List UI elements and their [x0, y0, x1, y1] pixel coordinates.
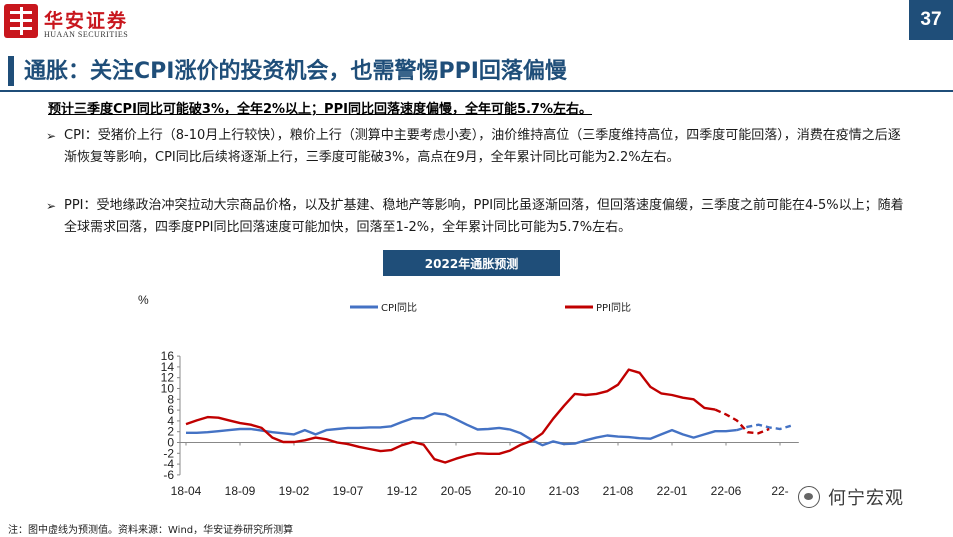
- y-tick-label: -6: [163, 468, 174, 482]
- y-tick-label: 10: [161, 382, 175, 396]
- x-tick-label: 21-08: [603, 484, 634, 498]
- bullet-ppi: ➢ PPI：受地缘政治冲突拉动大宗商品价格，以及扩基建、稳地产等影响，PPI同比…: [46, 195, 904, 239]
- logo-emblem-icon: [4, 4, 38, 38]
- x-tick-label: 20-10: [495, 484, 526, 498]
- page-number: 37: [909, 0, 953, 40]
- x-axis: 18-04 18-09 19-02 19-07 19-12 20-05 20-10 21-03…: [171, 442, 789, 498]
- title-divider: [0, 90, 953, 92]
- x-tick-label: 19-07: [333, 484, 364, 498]
- y-tick-label: 14: [161, 360, 175, 374]
- x-tick-label: 22-: [771, 484, 788, 498]
- company-logo: 华安证券 HUAAN SECURITIES: [4, 4, 164, 42]
- bullet-text: PPI：受地缘政治冲突拉动大宗商品价格，以及扩基建、稳地产等影响，PPI同比虽逐…: [64, 198, 904, 235]
- bullet-cpi: ➢ CPI：受猪价上行（8-10月上行较快），粮价上行（测算中主要考虑小麦），油…: [46, 125, 904, 169]
- y-tick-label: 2: [167, 425, 174, 439]
- legend-label-cpi: CPI同比: [381, 302, 417, 314]
- y-tick-label: 4: [167, 414, 174, 428]
- y-tick-label: 8: [167, 392, 174, 406]
- bullet-arrow-icon: ➢: [46, 129, 57, 143]
- y-tick-label: -4: [163, 457, 174, 471]
- watermark: 何宁宏观: [798, 484, 904, 510]
- page-title: 通胀：关注CPI涨价的投资机会，也需警惕PPI回落偏慢: [24, 59, 567, 84]
- series-line-cpi-forecast: [736, 423, 792, 432]
- legend-label-ppi: PPI同比: [596, 302, 631, 314]
- wechat-icon: [798, 486, 820, 508]
- bullet-text: CPI：受猪价上行（8-10月上行较快），粮价上行（测算中主要考虑小麦），油价维…: [64, 128, 901, 165]
- x-tick-label: 18-04: [171, 484, 202, 498]
- logo-chinese-name: 华安证券: [44, 10, 129, 32]
- footnote: 注：图中虚线为预测值。资料来源：Wind，华安证券研究所测算: [8, 525, 294, 536]
- y-axis-unit-label: %: [138, 293, 149, 307]
- title-accent-bar: [8, 56, 14, 86]
- x-tick-label: 22-01: [657, 484, 688, 498]
- y-tick-label: 16: [161, 349, 175, 363]
- watermark-text: 何宁宏观: [828, 488, 904, 509]
- y-tick-label: 0: [167, 436, 174, 450]
- series-line-ppi-actual: [185, 368, 716, 464]
- x-tick-label: 20-05: [441, 484, 472, 498]
- bullet-arrow-icon: ➢: [46, 199, 57, 213]
- summary-line: 预计三季度CPI同比可能破3%，全年2%以上；PPI同比回落速度偏慢，全年可能5…: [48, 102, 592, 117]
- chart-legend: CPI同比 PPI同比: [350, 302, 631, 314]
- x-tick-label: 21-03: [549, 484, 580, 498]
- series-lines: [185, 368, 792, 464]
- logo-english-name: HUAAN SECURITIES: [44, 30, 129, 39]
- x-tick-label: 19-12: [387, 484, 418, 498]
- series-line-ppi-forecast: [714, 408, 770, 435]
- y-tick-label: 6: [167, 403, 174, 417]
- y-tick-label: 12: [161, 371, 175, 385]
- x-tick-label: 18-09: [225, 484, 256, 498]
- chart-title: 2022年通胀预测: [383, 250, 560, 276]
- series-line-cpi-actual: [186, 412, 737, 447]
- x-tick-label: 22-06: [711, 484, 742, 498]
- x-tick-label: 19-02: [279, 484, 310, 498]
- y-tick-label: -2: [163, 446, 174, 460]
